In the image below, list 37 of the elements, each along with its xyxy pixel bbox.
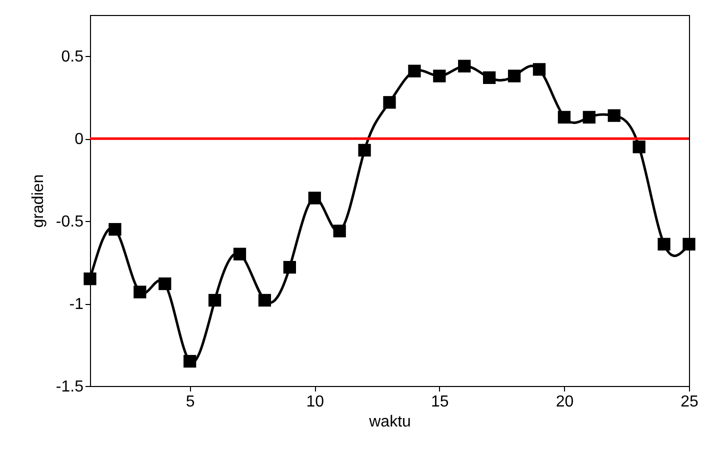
y-tick-label: -1.5	[56, 378, 84, 396]
y-tick-label: 0	[74, 131, 84, 148]
x-tick-label: 15	[431, 394, 449, 410]
point	[233, 248, 246, 260]
x-tick-label: 10	[306, 394, 324, 410]
point	[582, 110, 596, 124]
point	[558, 110, 571, 124]
point	[358, 144, 371, 157]
point	[658, 238, 670, 251]
x-tick-label: 25	[680, 394, 698, 410]
y-tick-label: -0.5	[56, 214, 84, 231]
y-tick-label: 0.5	[61, 48, 84, 66]
point	[483, 71, 496, 84]
point	[134, 286, 146, 298]
point	[208, 294, 222, 307]
point	[158, 277, 172, 290]
point	[108, 223, 122, 236]
point	[258, 294, 272, 307]
x-tick-label: 5	[186, 394, 195, 410]
point	[408, 64, 421, 78]
point	[532, 63, 546, 76]
point	[608, 109, 620, 122]
point	[84, 272, 96, 286]
point	[383, 96, 396, 109]
point	[184, 354, 196, 368]
point	[458, 60, 471, 72]
point	[682, 238, 696, 251]
point	[308, 192, 321, 204]
point	[333, 224, 346, 238]
x-axis-title: waktu	[368, 414, 411, 430]
point	[433, 70, 446, 82]
point	[283, 260, 296, 274]
point	[632, 140, 646, 154]
y-axis-title: gradien	[30, 174, 47, 228]
point	[508, 70, 521, 82]
x-tick-label: 20	[556, 394, 574, 410]
y-tick-label: -1	[69, 296, 84, 314]
